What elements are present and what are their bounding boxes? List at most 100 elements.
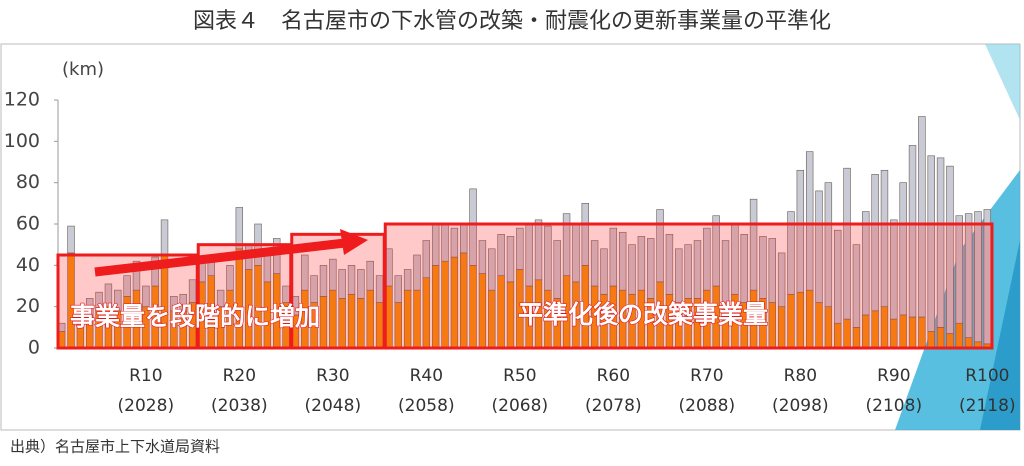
bar-segment bbox=[665, 234, 674, 295]
bar-segment bbox=[600, 248, 608, 295]
bar-segment bbox=[562, 213, 571, 276]
bar-segment bbox=[123, 275, 131, 297]
bar-segment bbox=[656, 209, 664, 283]
chart-title: 図表４ 名古屋市の下水管の改築・耐震化の更新事業量の平準化 bbox=[193, 9, 831, 34]
bar-segment bbox=[450, 227, 459, 258]
bar-segment bbox=[890, 219, 898, 320]
bar-segment bbox=[647, 238, 655, 299]
bar-segment bbox=[693, 240, 702, 299]
bar-segment bbox=[347, 265, 356, 295]
bar-segment bbox=[114, 289, 122, 312]
bar-segment bbox=[759, 236, 767, 299]
bar-segment bbox=[413, 254, 421, 291]
bar-segment bbox=[160, 219, 169, 256]
bar-segment bbox=[104, 283, 113, 307]
bar-segment bbox=[319, 265, 328, 297]
x-tick-sublabel: (2118) bbox=[959, 396, 1016, 416]
bar-segment bbox=[787, 211, 795, 295]
bar-segment bbox=[86, 298, 94, 316]
y-tick-label: 60 bbox=[16, 213, 40, 235]
bar-segment bbox=[95, 291, 103, 312]
bar-segment bbox=[974, 211, 982, 343]
y-tick-label: 120 bbox=[4, 89, 40, 111]
x-tick-label: R70 bbox=[690, 366, 723, 386]
bar-segment bbox=[516, 227, 524, 270]
bar-segment bbox=[777, 252, 786, 307]
x-tick-sublabel: (2088) bbox=[679, 396, 736, 416]
x-tick-label: R100 bbox=[965, 366, 1009, 386]
arrow-head bbox=[340, 229, 368, 255]
bar-segment bbox=[712, 215, 720, 287]
bar-segment bbox=[581, 203, 589, 266]
x-tick-sublabel: (2098) bbox=[772, 396, 829, 416]
x-tick-label: R40 bbox=[410, 366, 443, 386]
bar-segment bbox=[824, 182, 833, 307]
bar-segment bbox=[403, 269, 412, 291]
x-tick-sublabel: (2108) bbox=[866, 396, 923, 416]
y-tick-label: 80 bbox=[16, 171, 40, 193]
bar-segment bbox=[235, 207, 244, 250]
bar-segment bbox=[142, 285, 150, 307]
arrow bbox=[94, 238, 346, 277]
bar-segment bbox=[179, 293, 187, 312]
bar-segment bbox=[815, 190, 823, 303]
bar-segment bbox=[843, 167, 851, 320]
bar-segment bbox=[749, 198, 758, 291]
x-tick-label: R80 bbox=[784, 366, 817, 386]
x-tick-label: R50 bbox=[503, 366, 536, 386]
bar-segment bbox=[534, 219, 543, 281]
bar-segment bbox=[936, 157, 945, 328]
bar-segment bbox=[497, 234, 505, 276]
x-tick-sublabel: (2068) bbox=[492, 396, 549, 416]
x-tick-sublabel: (2028) bbox=[118, 396, 175, 416]
bar-segment bbox=[675, 248, 683, 303]
bar-segment bbox=[703, 227, 711, 291]
y-tick-label: 40 bbox=[16, 254, 40, 276]
bar-segment bbox=[834, 229, 842, 324]
bar-segment bbox=[618, 231, 627, 291]
bar-segment bbox=[422, 240, 431, 279]
x-tick-sublabel: (2058) bbox=[398, 396, 455, 416]
bar-segment bbox=[273, 238, 281, 274]
bar-segment bbox=[946, 165, 954, 334]
bar-segment bbox=[338, 269, 346, 299]
bar-segment bbox=[506, 236, 515, 283]
bar-segment bbox=[628, 244, 636, 295]
bar-segment bbox=[170, 296, 178, 312]
y-axis-label: (km) bbox=[62, 59, 104, 80]
bar-segment bbox=[301, 254, 309, 291]
bar-segment bbox=[637, 236, 646, 291]
bar-segment bbox=[918, 116, 926, 318]
bar-segment bbox=[67, 225, 75, 254]
annotation: 事業量を段階的に増加 bbox=[70, 302, 320, 331]
bar-segment bbox=[478, 240, 487, 274]
bar-segment bbox=[740, 234, 748, 303]
bar-segment bbox=[310, 275, 318, 303]
bar-segment bbox=[132, 260, 141, 291]
annotation: 平準化後の改築事業量 bbox=[518, 300, 768, 329]
bar-segment bbox=[721, 240, 730, 303]
bar-segment bbox=[366, 260, 374, 291]
bar-segment bbox=[488, 248, 496, 291]
bar-segment bbox=[216, 289, 225, 307]
bar-segment bbox=[394, 275, 402, 303]
x-tick-label: R30 bbox=[316, 366, 349, 386]
x-tick-label: R10 bbox=[129, 366, 162, 386]
x-tick-sublabel: (2038) bbox=[211, 396, 268, 416]
x-tick-sublabel: (2048) bbox=[305, 396, 362, 416]
bar-segment bbox=[927, 155, 935, 332]
x-tick-label: R90 bbox=[877, 366, 910, 386]
plan-step bbox=[383, 222, 994, 350]
decoration bbox=[985, 44, 1020, 120]
bar-segment bbox=[684, 244, 692, 299]
bar-segment bbox=[899, 182, 907, 316]
source: 出典）名古屋市上下水道局資料 bbox=[10, 438, 220, 456]
bar-segment bbox=[908, 145, 917, 318]
bar-segment bbox=[862, 211, 870, 316]
bar-segment bbox=[852, 244, 861, 328]
x-tick-label: R20 bbox=[223, 366, 256, 386]
bar-segment bbox=[768, 238, 776, 303]
x-tick-sublabel: (2078) bbox=[585, 396, 642, 416]
y-tick-label: 0 bbox=[28, 337, 40, 359]
